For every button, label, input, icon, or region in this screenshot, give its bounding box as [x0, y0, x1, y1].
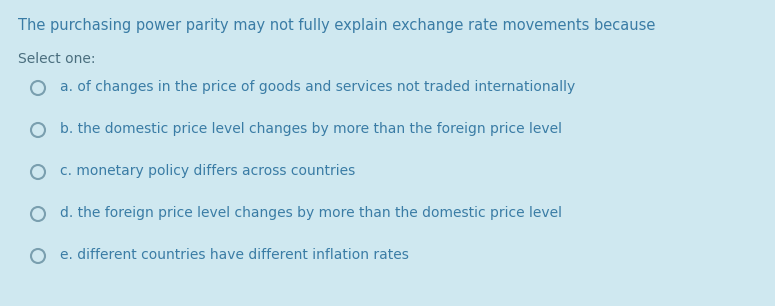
Text: c. monetary policy differs across countries: c. monetary policy differs across countr…: [60, 164, 355, 178]
Text: The purchasing power parity may not fully explain exchange rate movements becaus: The purchasing power parity may not full…: [18, 18, 656, 33]
Text: Select one:: Select one:: [18, 52, 95, 66]
Text: e. different countries have different inflation rates: e. different countries have different in…: [60, 248, 409, 262]
Text: b. the domestic price level changes by more than the foreign price level: b. the domestic price level changes by m…: [60, 122, 562, 136]
Text: a. of changes in the price of goods and services not traded internationally: a. of changes in the price of goods and …: [60, 80, 575, 94]
Text: d. the foreign price level changes by more than the domestic price level: d. the foreign price level changes by mo…: [60, 206, 562, 220]
